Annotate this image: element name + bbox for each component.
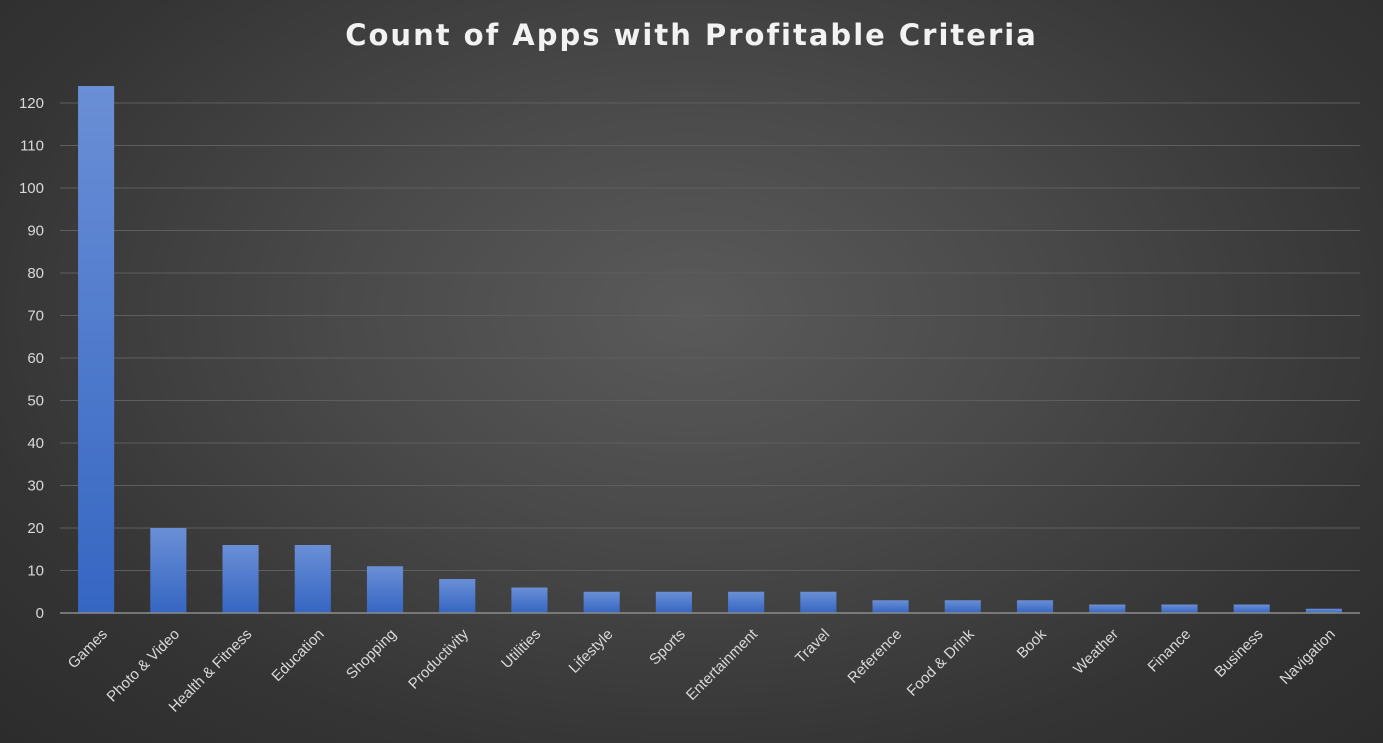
y-tick-label: 60 [27,350,44,367]
bar-photo-video [150,528,187,613]
x-category-label: Games [65,626,111,672]
y-axis-tick-labels: 0 10 20 30 40 50 60 70 80 90 100 110 120 [19,95,44,622]
bar-utilities [511,587,548,613]
y-tick-label: 120 [19,95,44,112]
x-category-label: Sports [646,626,689,669]
y-tick-label: 80 [27,265,44,282]
x-category-label: Education [268,626,327,685]
bar-productivity [439,579,476,613]
bar-health-fitness [222,545,259,613]
x-category-label: Shopping [343,626,400,683]
bar-travel [800,591,837,613]
y-tick-label: 50 [27,393,44,410]
x-category-label: Book [1014,625,1051,662]
y-tick-label: 10 [27,563,44,580]
bar-games [78,86,115,613]
y-tick-label: 30 [27,478,44,495]
x-category-label: Lifestyle [566,626,617,677]
bar-lifestyle [583,591,620,613]
x-category-label: Utilities [498,626,544,672]
x-category-label: Productivity [405,625,472,692]
bar-weather [1089,604,1126,613]
x-category-label: Navigation [1277,626,1339,688]
x-category-label: Entertainment [683,625,762,704]
x-category-label: Food & Drink [904,625,978,699]
y-tick-label: 110 [20,138,44,155]
x-category-label: Business [1211,626,1266,681]
bar-shopping [366,566,404,613]
bar-entertainment [728,591,765,613]
bar-education [294,545,331,613]
x-category-label: Photo & Video [104,626,184,706]
y-tick-label: 40 [27,435,44,452]
y-tick-label: 20 [27,520,44,537]
x-category-label: Finance [1145,626,1195,676]
x-category-label: Reference [844,626,905,687]
gridlines [60,102,1360,571]
x-category-label: Travel [792,626,833,667]
bar-book [1016,600,1054,613]
y-tick-label: 90 [27,223,44,240]
bar-reference [872,600,909,613]
bar-food-drink [944,600,981,613]
bars [78,86,1342,613]
bar-business [1233,604,1270,613]
bar-navigation [1305,608,1342,613]
chart-title: Count of Apps with Profitable Criteria [345,18,1038,52]
y-tick-label: 0 [36,605,44,622]
y-tick-label: 100 [19,180,44,197]
x-category-label: Weather [1070,626,1122,678]
y-tick-label: 70 [27,308,44,325]
bar-sports [655,591,692,613]
bar-finance [1161,604,1198,613]
